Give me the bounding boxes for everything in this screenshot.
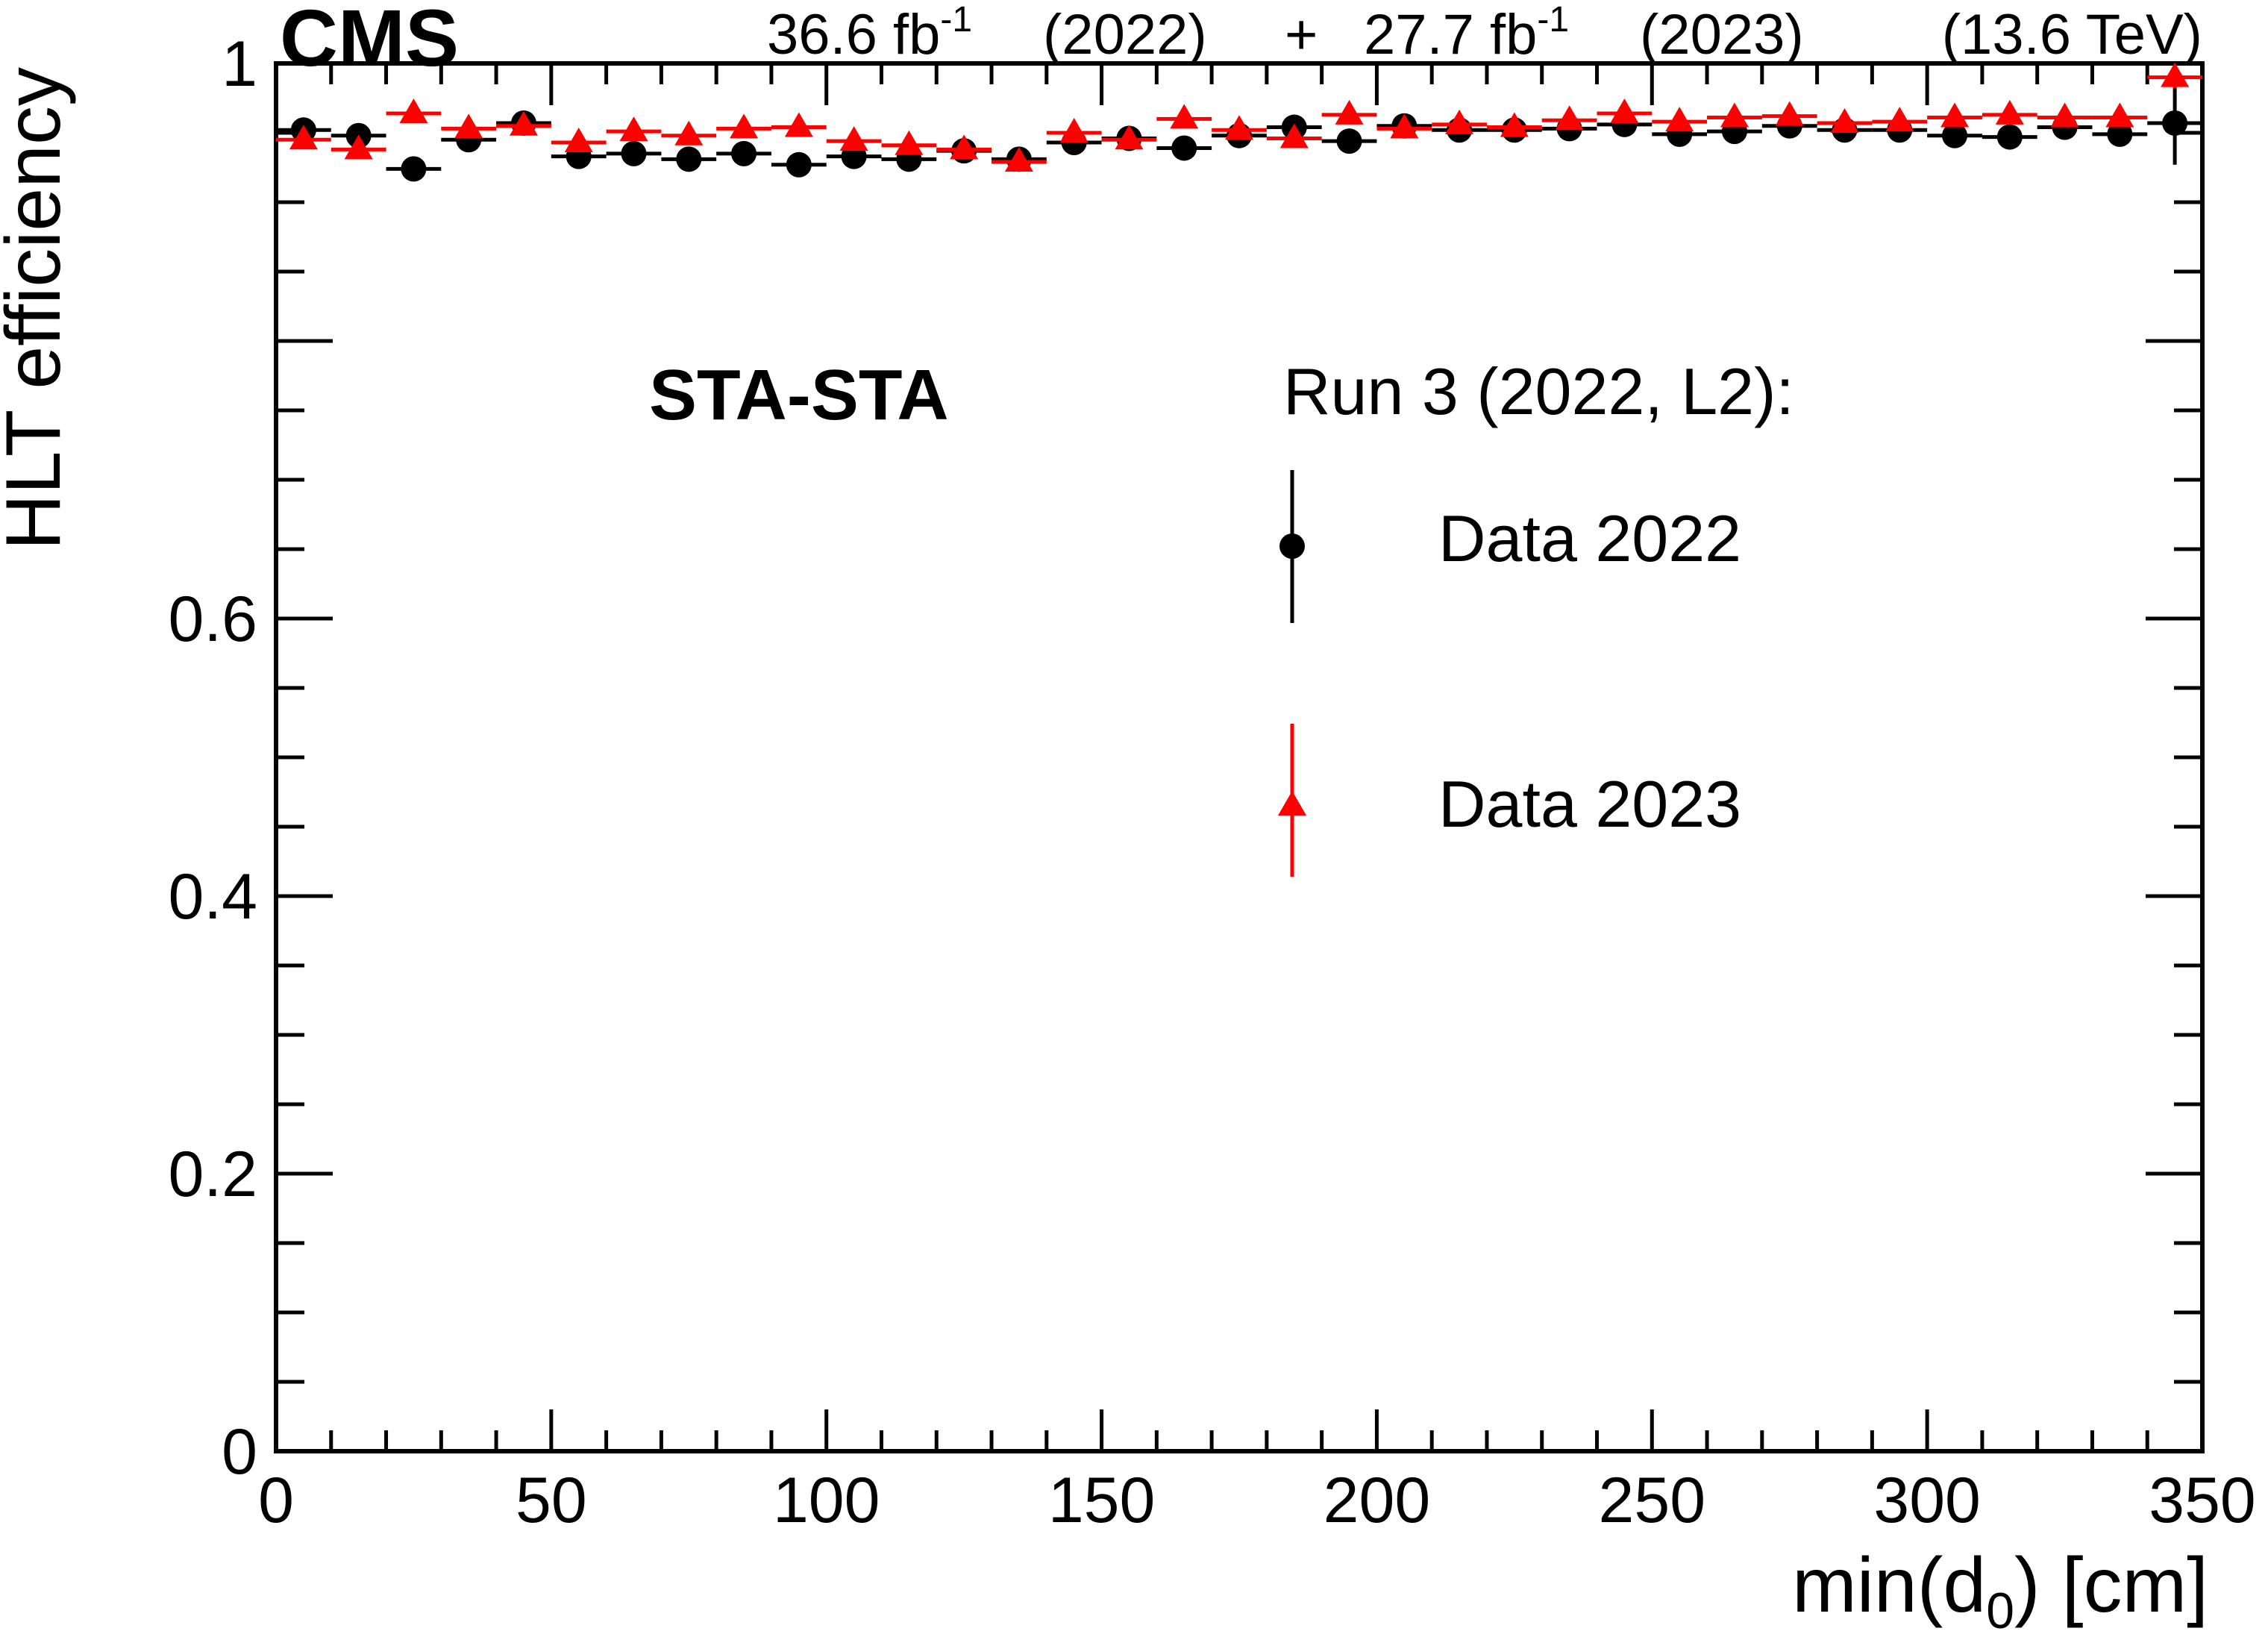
data-point-triangle [1665,107,1694,132]
data-point-triangle [399,98,428,123]
lumi-2023-text: 27.7 fb-1 [1364,0,1569,66]
data-point-triangle [289,125,318,150]
data-point-triangle [784,112,813,137]
y-tick-label: 0.2 [168,1139,257,1210]
data-point-triangle [1115,125,1144,150]
y-tick-label: 0 [222,1416,257,1488]
data-point-circle [1336,128,1362,154]
year-2022-text: (2022) [1043,3,1207,66]
y-axis-label: HLT efficiency [0,67,77,550]
data-point-triangle [1995,99,2024,125]
y-tick-label: 0.4 [168,861,257,933]
data-point-circle [2162,110,2188,136]
data-point-circle [621,140,647,166]
x-tick-label: 300 [1873,1465,1981,1536]
data-point-triangle [1610,98,1639,123]
data-point-triangle [2161,62,2190,87]
x-tick-label: 350 [2149,1465,2256,1536]
data-point-circle [401,156,427,182]
y-tick-label: 0.6 [168,583,257,655]
legend-marker-2022 [1279,533,1305,559]
data-point-triangle [895,130,924,155]
data-point-triangle [2050,102,2079,128]
legend: Run 3 (2022, L2): Data 2022 Data 2023 [1278,354,1794,877]
x-tick-label: 0 [258,1465,294,1536]
data-point-circle [731,140,757,166]
selection-annotation: STA-STA [649,355,949,435]
data-point-triangle [1059,118,1088,143]
plus-sign: + [1285,3,1318,66]
y-tick-labels: 0 0.2 0.4 0.6 1 [168,28,257,1488]
data-point-triangle [564,128,593,153]
data-point-triangle [1445,109,1474,134]
data-point-triangle [1004,147,1033,172]
data-point-triangle [1500,112,1529,137]
data-point-triangle [1775,101,1804,126]
data-point-triangle [1279,123,1309,148]
plot-frame [274,61,2205,1453]
data-point-triangle [1940,102,1970,128]
cms-label: CMS [280,0,459,83]
data-point-triangle [1720,102,1749,128]
data-point-triangle [509,110,538,136]
data-point-triangle [1390,113,1419,139]
data-point-triangle [344,134,373,160]
data-point-triangle [674,120,704,145]
data-point-triangle [1335,99,1364,125]
x-tick-label: 100 [773,1465,880,1536]
data-point-triangle [1170,104,1199,129]
data-point-triangle [839,126,868,151]
legend-label-2023: Data 2023 [1438,767,1741,841]
lumi-2022-text: 36.6 fb-1 [767,0,972,66]
data-point-triangle [619,116,648,142]
data-point-triangle [730,113,759,139]
data-point-circle [1996,124,2023,150]
year-2023-text: (2023) [1640,3,1804,66]
series-data-2023 [276,62,2202,172]
data-point-triangle [1555,105,1584,131]
data-point-triangle [454,113,483,139]
data-point-triangle [1885,107,1914,132]
y-tick-label: 1 [222,28,257,100]
legend-marker-2023 [1278,791,1306,816]
x-tick-labels: 0 50 100 150 200 250 300 350 [258,1465,2256,1536]
data-point-triangle [2105,102,2134,128]
data-point-triangle [1830,107,1859,133]
legend-title: Run 3 (2022, L2): [1283,354,1794,428]
data-series [276,62,2202,182]
x-tick-label: 200 [1323,1465,1431,1536]
x-tick-label: 250 [1599,1465,1706,1536]
data-point-circle [2107,121,2133,147]
data-point-circle [1942,122,1968,148]
legend-label-2022: Data 2022 [1438,501,1741,575]
data-point-circle [1171,135,1197,161]
data-point-triangle [950,134,979,160]
data-point-triangle [1225,115,1253,140]
x-tick-label: 150 [1048,1465,1156,1536]
data-point-circle [786,151,812,178]
data-point-circle [676,146,702,172]
energy-text: (13.6 TeV) [1942,3,2202,66]
x-axis-label: min(d0) [cm] [1792,1542,2208,1637]
axis-ticks [274,61,2205,1453]
x-tick-label: 50 [516,1465,587,1536]
